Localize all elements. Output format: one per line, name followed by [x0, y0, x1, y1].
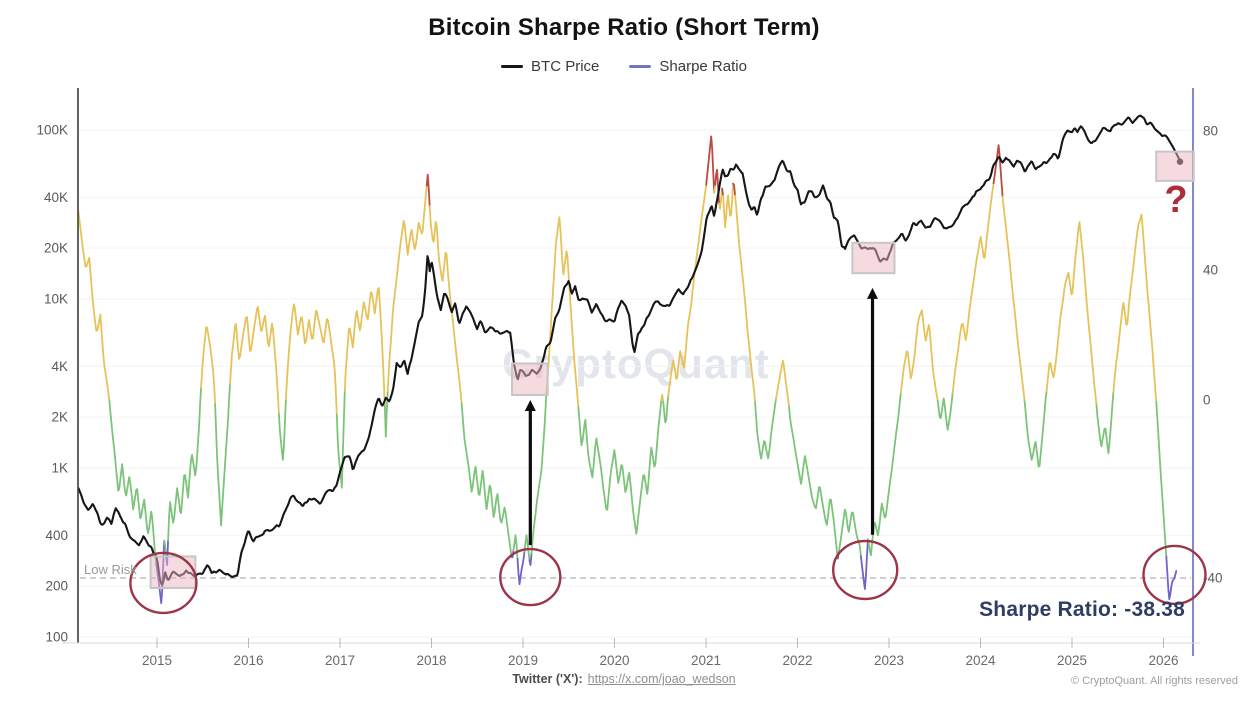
svg-text:-40: -40 [1203, 571, 1223, 586]
svg-text:200: 200 [45, 579, 68, 594]
legend-item-sharpe-ratio[interactable]: Sharpe Ratio [629, 58, 747, 75]
svg-text:20K: 20K [44, 241, 68, 256]
x-axis-ticks: 2015 2016 2017 2018 2019 2020 2021 2022 2023 2024… [142, 638, 1179, 668]
annotation-circle [1142, 544, 1207, 606]
svg-text:40K: 40K [44, 190, 68, 205]
sharpe-ratio-line [77, 135, 1178, 604]
copyright-notice: © CryptoQuant. All rights reserved [1070, 675, 1238, 687]
right-axis-tick-labels: 80 40 0 -40 [1203, 124, 1223, 586]
svg-text:2024: 2024 [965, 653, 996, 668]
highlight-box [511, 362, 549, 396]
svg-text:80: 80 [1203, 124, 1218, 139]
svg-text:2023: 2023 [874, 653, 904, 668]
gridlines [79, 129, 1192, 638]
question-mark-annotation: ? [1164, 179, 1188, 221]
btc-price-line [77, 114, 1181, 586]
svg-text:2015: 2015 [142, 653, 172, 668]
chart-legend: BTC Price Sharpe Ratio [0, 58, 1248, 75]
twitter-label: Twitter ('X'): [512, 672, 583, 686]
svg-text:2016: 2016 [233, 653, 263, 668]
annotation-circle [129, 551, 198, 615]
sharpe-ratio-line-swatch [629, 65, 652, 68]
page-title: Bitcoin Sharpe Ratio (Short Term) [428, 14, 820, 41]
svg-text:2019: 2019 [508, 653, 538, 668]
svg-text:400: 400 [45, 528, 68, 543]
twitter-link[interactable]: https://x.com/joao_wedson [587, 672, 736, 686]
highlight-box [149, 555, 197, 590]
trend-arrow [524, 400, 536, 546]
annotation-circle [499, 547, 562, 607]
legend-item-btc-price[interactable]: BTC Price [501, 58, 599, 75]
btc-price-line-swatch [501, 65, 524, 68]
legend-label-sharpe-ratio: Sharpe Ratio [659, 58, 747, 75]
svg-text:2021: 2021 [691, 653, 721, 668]
svg-text:4K: 4K [51, 359, 68, 374]
footer: Twitter ('X'): https://x.com/joao_wedson [0, 672, 1248, 686]
legend-label-btc-price: BTC Price [531, 58, 600, 75]
highlight-box [851, 241, 896, 275]
svg-text:100: 100 [45, 630, 68, 645]
svg-text:100K: 100K [36, 123, 68, 138]
current-sharpe-ratio-label: Sharpe Ratio: -38.38 [979, 598, 1185, 621]
svg-text:2K: 2K [51, 410, 68, 425]
trend-arrow [867, 287, 878, 535]
svg-text:2020: 2020 [599, 653, 629, 668]
left-axis-tick-labels: 100K 40K 20K 10K 4K 2K 1K 400 200 100 [36, 123, 68, 645]
annotation-circle [832, 539, 899, 601]
svg-text:0: 0 [1203, 393, 1211, 408]
highlight-box [1155, 150, 1195, 182]
svg-text:10K: 10K [44, 292, 68, 307]
low-risk-label: Low Risk [84, 562, 137, 577]
svg-text:2026: 2026 [1148, 653, 1178, 668]
svg-text:2017: 2017 [325, 653, 355, 668]
svg-text:2025: 2025 [1057, 653, 1087, 668]
svg-text:1K: 1K [51, 461, 68, 476]
svg-text:2018: 2018 [416, 653, 446, 668]
svg-text:2022: 2022 [782, 653, 812, 668]
svg-text:40: 40 [1203, 263, 1218, 278]
